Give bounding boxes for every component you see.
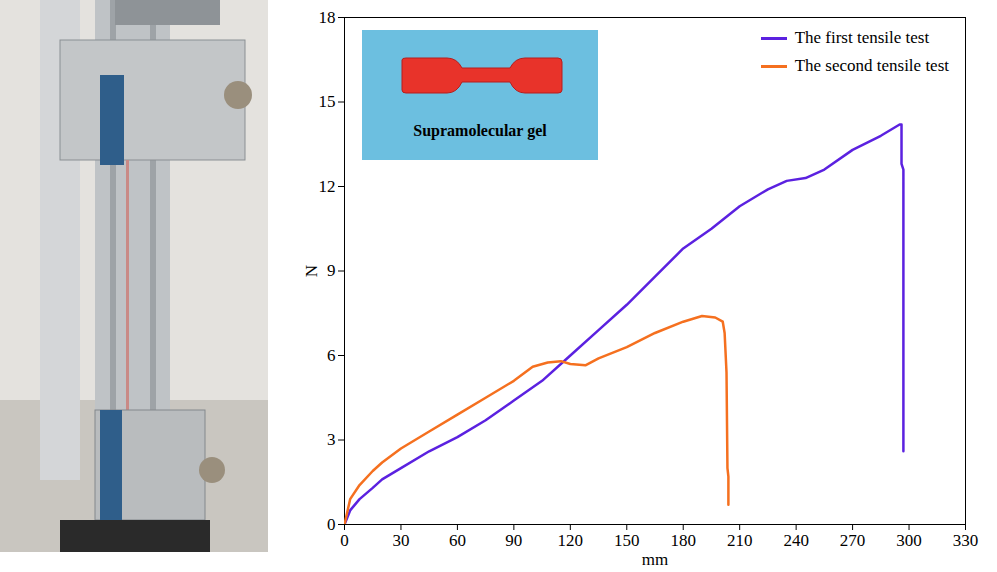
svg-text:30: 30 [392,531,409,550]
svg-text:18: 18 [319,8,336,27]
svg-text:15: 15 [319,92,336,111]
svg-text:270: 270 [840,531,866,550]
svg-text:3: 3 [327,430,336,449]
svg-text:180: 180 [670,531,696,550]
svg-text:12: 12 [319,177,336,196]
svg-text:6: 6 [327,346,336,365]
svg-text:240: 240 [783,531,809,550]
svg-text:60: 60 [449,531,466,550]
html-text:The first tensile test: The first tensile test [794,28,930,47]
svg-text:mm: mm [642,550,668,569]
html-text:Supramolecular gel: Supramolecular gel [413,122,547,139]
svg-text:90: 90 [505,531,522,550]
svg-text:9: 9 [327,261,336,280]
svg-text:150: 150 [614,531,640,550]
svg-text:N: N [302,265,321,277]
svg-text:0: 0 [340,531,349,550]
svg-text:210: 210 [727,531,753,550]
svg-text:330: 330 [953,531,979,550]
svg-text:0: 0 [327,515,336,534]
svg-text:300: 300 [896,531,922,550]
html-text:The second tensile test: The second tensile test [794,56,949,75]
svg-text:120: 120 [558,531,584,550]
